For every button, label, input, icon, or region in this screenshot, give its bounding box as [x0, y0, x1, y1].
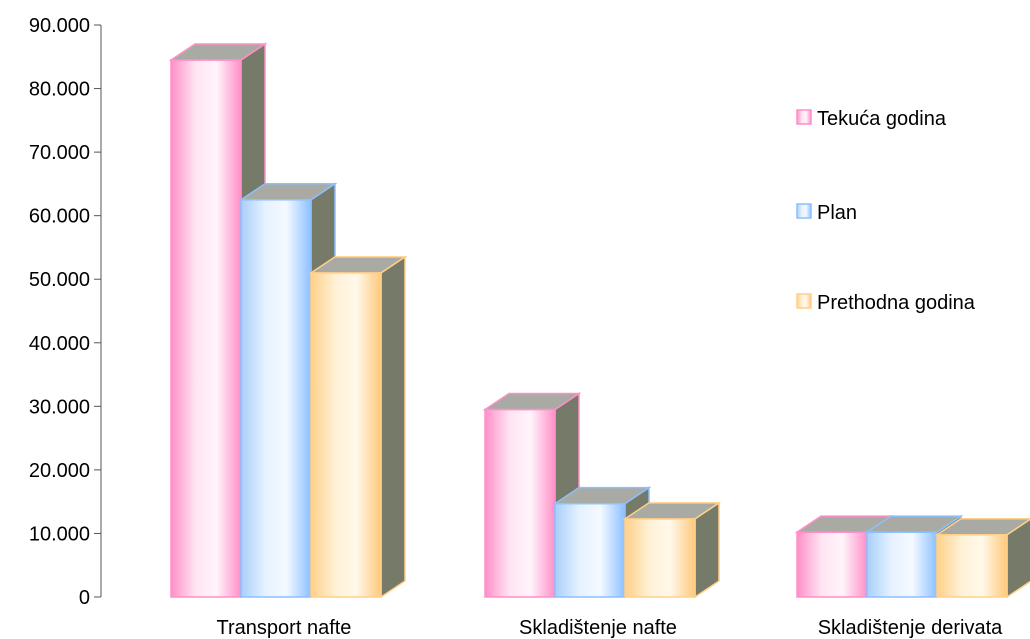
y-axis: 0 10.000 20.000 30.000 40.000 50.000 60.000 70.… [29, 15, 102, 609]
y-tick-label: 80.000 [29, 79, 90, 101]
category-label: Skladištenje derivata [818, 617, 1003, 639]
y-tick-label: 10.000 [29, 523, 90, 545]
bar [622, 501, 722, 599]
y-tick-label: 20.000 [29, 460, 90, 482]
legend-swatch [796, 109, 812, 125]
y-tick-label: 90.000 [29, 15, 90, 37]
legend-item: Tekuća godina [796, 108, 947, 130]
legend-item: Plan [796, 202, 857, 224]
category-label: Transport nafte [217, 617, 352, 639]
y-tick-label: 60.000 [29, 206, 90, 228]
legend-label: Prethodna godina [817, 292, 976, 314]
y-tick-label: 50.000 [29, 269, 90, 291]
legend-swatch [796, 203, 812, 219]
bar [308, 255, 408, 599]
category-labels: Transport nafte Skladištenje nafte Skladiš… [217, 617, 1004, 639]
y-tick-label: 70.000 [29, 142, 90, 164]
bars [168, 42, 1030, 599]
legend: Tekuća godina Plan Prethodna godina [796, 108, 976, 314]
y-tick-label: 0 [79, 587, 90, 609]
y-tick-label: 30.000 [29, 396, 90, 418]
legend-item: Prethodna godina [796, 292, 976, 314]
y-tick-label: 40.000 [29, 333, 90, 355]
legend-label: Tekuća godina [817, 108, 947, 130]
category-label: Skladištenje nafte [519, 617, 677, 639]
bar [934, 517, 1030, 599]
legend-label: Plan [817, 202, 857, 224]
legend-swatch [796, 293, 812, 309]
